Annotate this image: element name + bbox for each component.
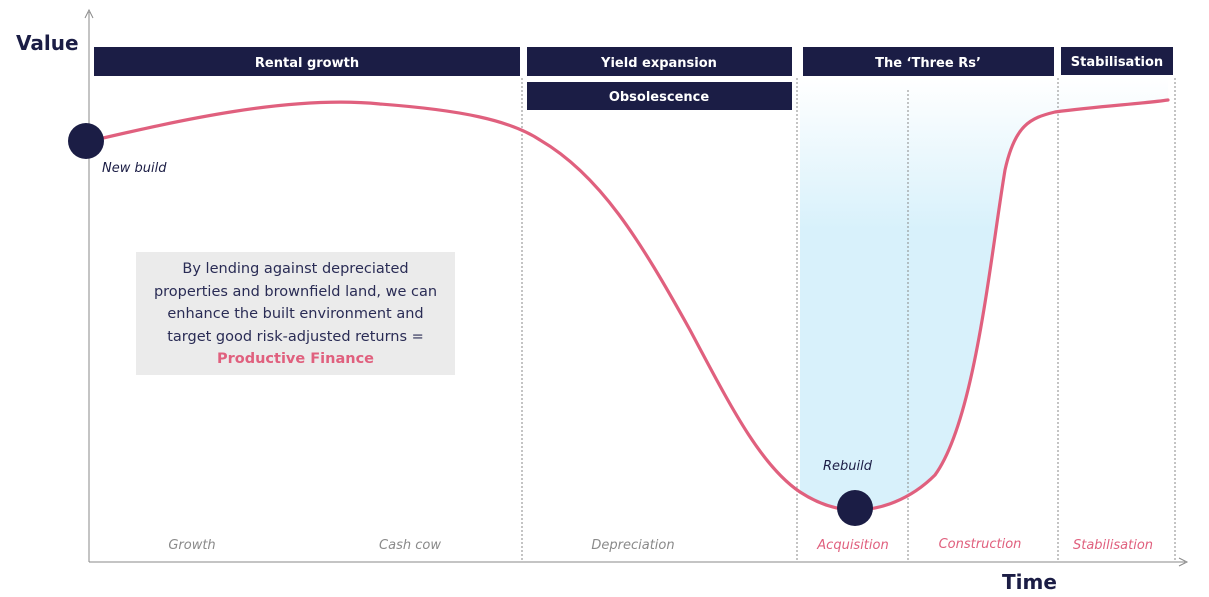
value-curve	[84, 98, 1170, 512]
rebuild-label: Rebuild	[823, 459, 873, 474]
phase-growth: Growth	[168, 538, 215, 553]
three-rs-shaded-area	[800, 78, 1168, 510]
obsolescence-label: Obsolescence	[609, 90, 710, 105]
stabilisation-banner	[1061, 47, 1173, 75]
banners: Rental growth Yield expansion Obsolescen…	[94, 47, 1173, 110]
phase-dividers	[521, 78, 1176, 562]
phase-stabilisation: Stabilisation	[1073, 538, 1153, 553]
phase-acquisition: Acquisition	[816, 538, 888, 553]
rental-growth-banner	[94, 47, 520, 76]
three-rs-label: The ‘Three Rs’	[875, 56, 981, 71]
y-axis-title: Value	[16, 31, 79, 55]
y-axis-arrow	[84, 8, 94, 19]
three-rs-banner	[803, 47, 1054, 76]
yield-expansion-label: Yield expansion	[600, 56, 717, 71]
obsolescence-banner	[527, 82, 792, 110]
axes	[84, 8, 1189, 567]
rental-growth-label: Rental growth	[255, 56, 359, 71]
x-axis-title: Time	[1002, 570, 1057, 594]
productive-finance-callout: By lending against depreciated propertie…	[136, 252, 455, 375]
rebuild-marker	[837, 490, 873, 526]
new-build-marker	[68, 123, 104, 159]
x-axis-arrow	[1178, 557, 1189, 567]
phase-labels: Growth Cash cow Depreciation Acquisition…	[168, 537, 1153, 553]
stabilisation-banner-label: Stabilisation	[1071, 55, 1163, 70]
phase-construction: Construction	[939, 537, 1022, 552]
phase-depreciation: Depreciation	[591, 538, 674, 553]
phase-cash-cow: Cash cow	[379, 538, 441, 553]
callout-highlight: Productive Finance	[216, 351, 374, 367]
yield-expansion-banner	[527, 47, 792, 76]
callout-text: By lending against depreciated propertie…	[153, 261, 438, 345]
new-build-label: New build	[102, 161, 167, 176]
